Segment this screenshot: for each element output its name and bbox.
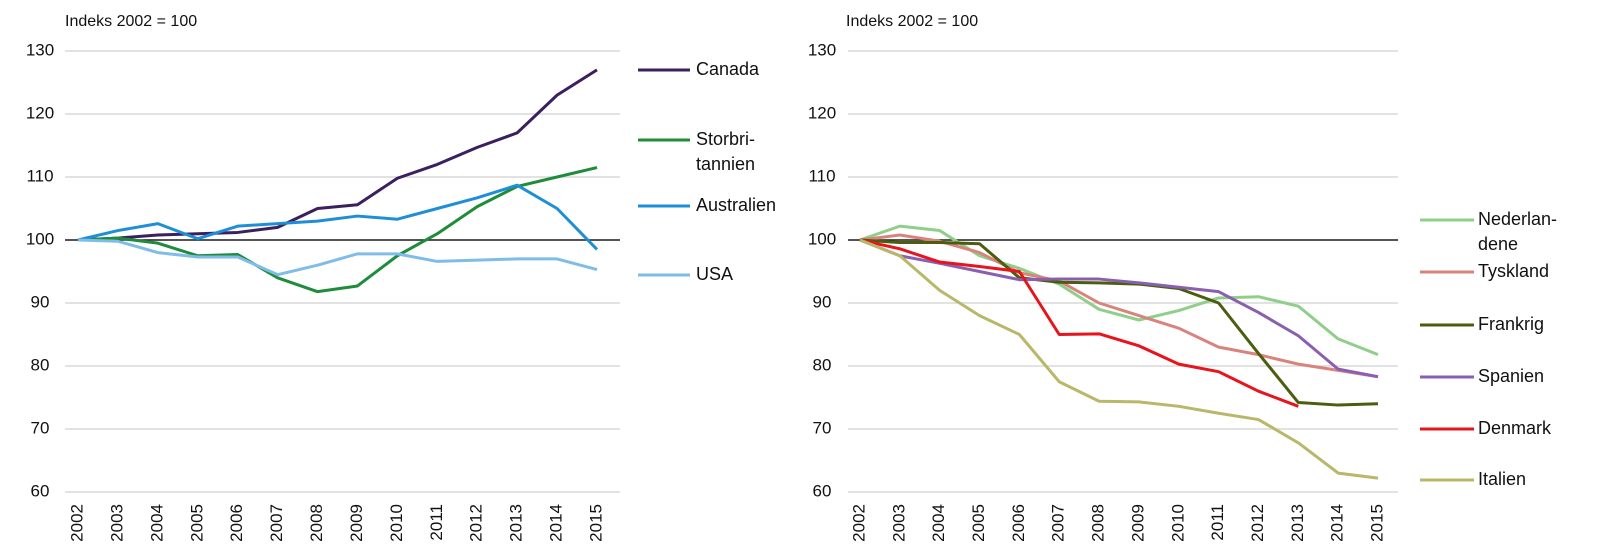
series-line [859, 238, 1379, 379]
legend-label: Storbri- tannien [696, 129, 756, 174]
legend-label: Tyskland [1478, 261, 1550, 281]
x-tick-label: 2006 [1009, 504, 1028, 542]
x-tick-label: 2014 [1328, 504, 1347, 542]
subtitle: Indeks 2002 = 100 [65, 13, 197, 30]
x-tick-label: 2003 [889, 504, 908, 542]
x-tick-label: 2015 [586, 504, 605, 542]
series-line [859, 238, 1299, 408]
x-tick-label: 2013 [507, 504, 526, 542]
x-tick-label: 2005 [969, 504, 988, 542]
x-tick-label: 2002 [849, 504, 868, 542]
x-tick-label: 2009 [1128, 504, 1147, 542]
y-tick-label: 100 [26, 229, 54, 248]
y-tick-label: 130 [26, 40, 54, 59]
series-line [77, 183, 599, 251]
x-tick-label: 2004 [147, 504, 166, 542]
x-tick-label: 2008 [307, 504, 326, 542]
x-tick-label: 2013 [1288, 504, 1307, 542]
x-tick-label: 2007 [1049, 504, 1068, 542]
y-tick-label: 70 [813, 418, 832, 437]
x-tick-label: 2002 [67, 504, 86, 542]
y-tick-label: 110 [808, 166, 835, 185]
x-tick-label: 2011 [427, 504, 446, 541]
x-tick-label: 2010 [1168, 504, 1187, 542]
x-tick-label: 2011 [1208, 504, 1227, 541]
legend-label: Italien [1478, 469, 1527, 489]
legend-label: Frankrig [1478, 314, 1545, 334]
y-tick-label: 130 [808, 40, 836, 59]
y-tick-label: 60 [813, 481, 832, 500]
legend-label: Spanien [1478, 366, 1545, 386]
y-tick-label: 90 [813, 292, 832, 311]
x-tick-label: 2007 [267, 504, 286, 542]
y-tick-label: 80 [813, 355, 832, 374]
x-tick-label: 2012 [467, 504, 486, 542]
x-tick-label: 2003 [107, 504, 126, 542]
y-tick-label: 60 [31, 481, 50, 500]
series-line [859, 238, 1379, 407]
y-tick-label: 120 [26, 103, 54, 122]
series-line [77, 238, 598, 277]
x-tick-label: 2012 [1248, 504, 1267, 542]
x-tick-label: 2006 [227, 504, 246, 542]
x-tick-label: 2004 [929, 504, 948, 542]
legend-label: Canada [696, 59, 760, 79]
y-tick-label: 70 [31, 418, 50, 437]
x-tick-label: 2014 [547, 504, 566, 542]
subtitle: Indeks 2002 = 100 [846, 13, 978, 30]
series-line [77, 166, 598, 294]
series-line [859, 233, 1379, 379]
x-tick-label: 2005 [187, 504, 206, 542]
series-line [859, 238, 1379, 480]
y-tick-label: 110 [26, 166, 53, 185]
y-tick-label: 90 [31, 292, 50, 311]
legend-label: USA [696, 264, 734, 284]
series-line [77, 68, 598, 242]
y-tick-label: 100 [808, 229, 836, 248]
x-tick-label: 2008 [1089, 504, 1108, 542]
series-line [859, 224, 1379, 357]
x-tick-label: 2015 [1367, 504, 1386, 542]
x-tick-label: 2010 [387, 504, 406, 542]
x-tick-label: 2009 [347, 504, 366, 542]
y-tick-label: 80 [31, 355, 50, 374]
legend-label: Nederlan- dene [1478, 209, 1558, 254]
y-tick-label: 120 [808, 103, 836, 122]
legend-label: Australien [696, 195, 777, 215]
legend-label: Denmark [1478, 418, 1552, 438]
